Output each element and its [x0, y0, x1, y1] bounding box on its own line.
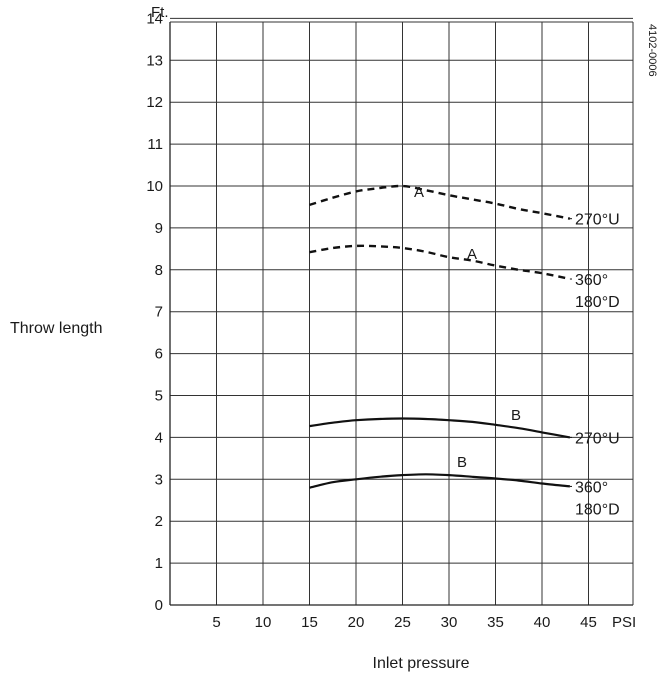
axes	[169, 21, 634, 606]
y-axis-label: Throw length	[10, 320, 103, 337]
series-end-label: 180°D	[575, 294, 620, 311]
series-end-label: 270°U	[575, 212, 620, 229]
y-tick-label: 14	[146, 10, 163, 27]
y-tick-label: 13	[146, 52, 163, 69]
y-tick-label: 10	[146, 178, 163, 195]
figure-code: 4102-0006	[646, 24, 658, 77]
series-labels: A 270°U A 360° 180°D B 270°U B 360° 180°D	[414, 184, 620, 518]
x-tick-label: 15	[301, 614, 318, 631]
y-tick-label: 5	[155, 388, 163, 405]
y-tick-label: 4	[155, 429, 163, 446]
series-line-b	[309, 417, 571, 439]
series-letter-label: B	[457, 454, 467, 471]
x-tick-label: 35	[487, 614, 504, 631]
x-tick-label: 30	[441, 614, 458, 631]
y-tick-label: 11	[147, 136, 163, 153]
series-end-label: 360°	[575, 479, 608, 496]
x-tick-label: 45	[580, 614, 597, 631]
x-tick-labels: 5 10 15 20 25 30 35 40 45	[212, 614, 597, 631]
x-axis-label: Inlet pressure	[373, 655, 470, 672]
x-unit-label: PSI	[612, 614, 636, 631]
x-tick-label: 5	[212, 614, 220, 631]
series-line-a	[309, 244, 571, 281]
series-line-a	[309, 184, 571, 220]
y-tick-label: 8	[155, 262, 163, 279]
x-tick-label: 40	[534, 614, 551, 631]
series-lines	[309, 184, 571, 489]
series-letter-label: A	[414, 184, 424, 201]
y-tick-label: 7	[155, 304, 163, 321]
y-tick-label: 0	[155, 597, 163, 614]
x-tick-label: 20	[348, 614, 365, 631]
series-end-label: 180°D	[575, 501, 620, 518]
y-tick-label: 9	[155, 220, 163, 237]
series-end-label: 360°	[575, 272, 608, 289]
x-tick-label: 10	[255, 614, 272, 631]
series-letter-label: B	[511, 407, 521, 424]
y-tick-label: 6	[155, 346, 163, 363]
y-tick-label: 12	[146, 94, 163, 111]
series-line-b	[309, 473, 571, 489]
series-end-label: 270°U	[575, 430, 620, 447]
series-letter-label: A	[467, 246, 477, 263]
grid	[170, 17, 633, 605]
y-tick-label: 2	[155, 513, 163, 530]
y-tick-label: 1	[155, 555, 163, 572]
y-tick-label: 3	[155, 471, 163, 488]
y-unit-label: Ft.	[151, 4, 169, 21]
x-tick-label: 25	[394, 614, 411, 631]
